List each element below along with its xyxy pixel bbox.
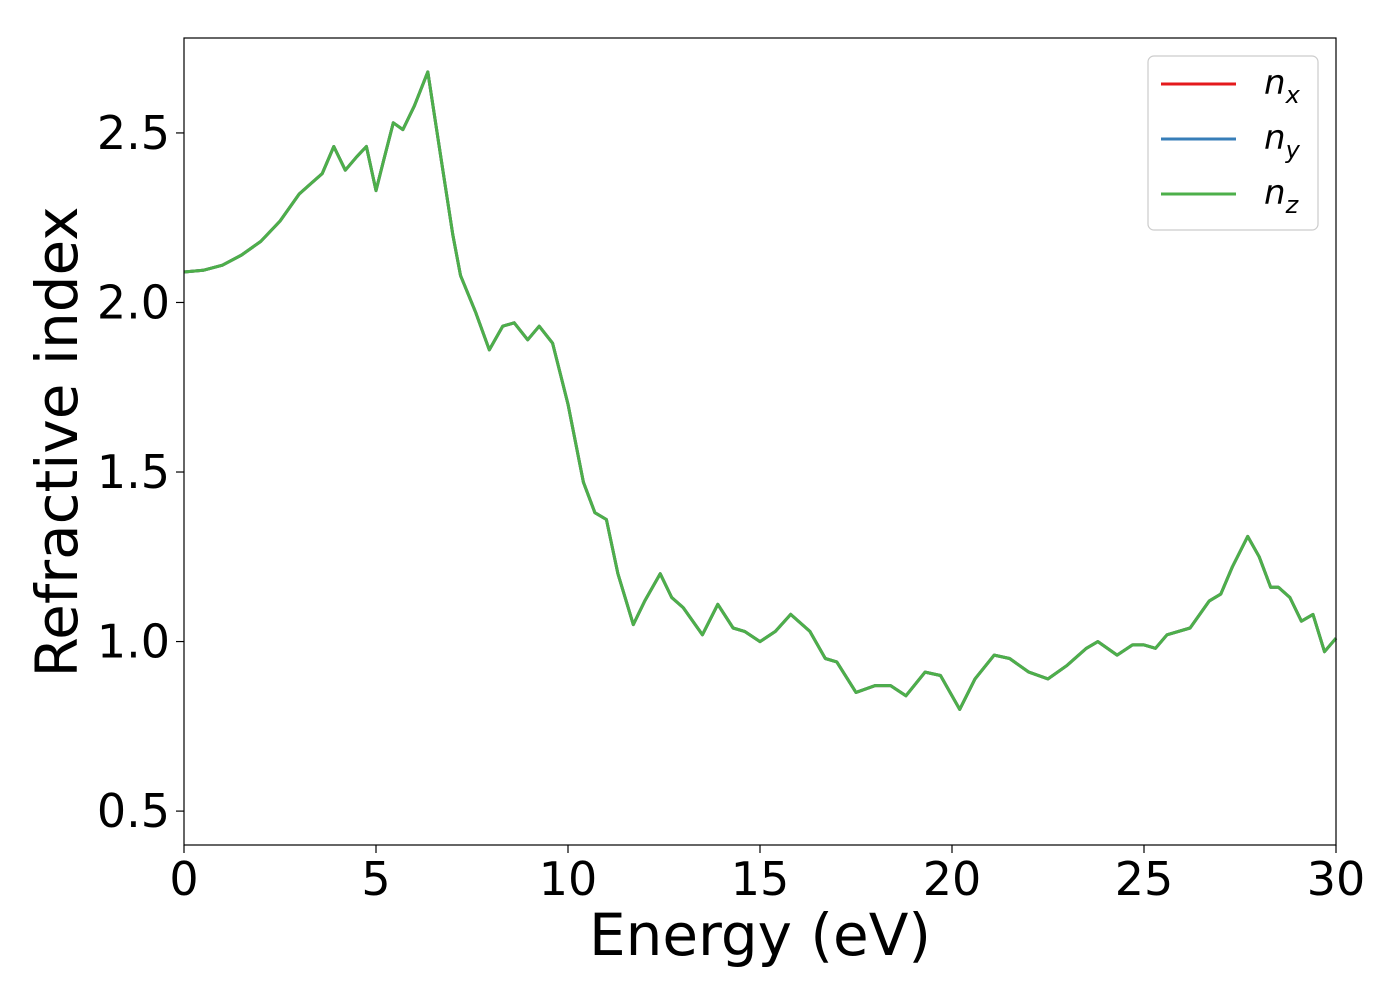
series-lines (183, 70, 1338, 711)
legend-label-nx: nx (1264, 63, 1301, 109)
x-tick-label: 15 (731, 852, 790, 906)
y-tick-label: 1.0 (97, 615, 170, 669)
y-tick-label: 0.5 (97, 784, 170, 838)
x-tick-label: 10 (539, 852, 598, 906)
y-tick-label: 2.5 (97, 106, 170, 160)
x-tick-label: 25 (1115, 852, 1174, 906)
y-tick-label: 2.0 (97, 275, 170, 329)
y-axis-ticks: 0.5 1.0 1.5 2.0 2.5 (97, 106, 184, 838)
y-tick-label: 1.5 (97, 445, 170, 499)
legend-label-ny: ny (1264, 118, 1301, 164)
legend-label-nz: nz (1264, 173, 1300, 219)
x-tick-label: 5 (361, 852, 390, 906)
legend: nx ny nz (1147, 55, 1319, 231)
x-axis-label: Energy (eV) (589, 901, 931, 969)
series-line-nz (183, 70, 1338, 711)
y-axis-label: Refractive index (23, 206, 91, 677)
x-tick-label: 30 (1307, 852, 1366, 906)
x-tick-label: 0 (169, 852, 198, 906)
legend-box (1147, 55, 1319, 231)
x-axis-ticks: 0 5 10 15 20 25 30 (169, 845, 1365, 906)
x-tick-label: 20 (923, 852, 982, 906)
